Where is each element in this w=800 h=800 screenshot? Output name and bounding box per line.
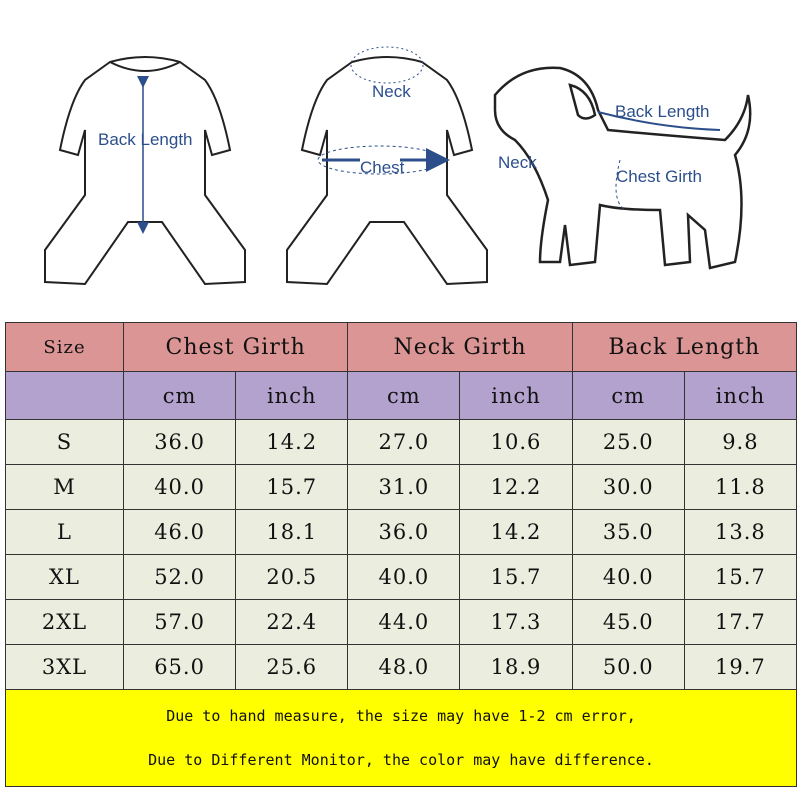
neck-girth-header: Neck Girth bbox=[347, 322, 573, 372]
value-cell: 18.9 bbox=[459, 644, 573, 690]
header-row: Size Chest Girth Neck Girth Back Length bbox=[5, 322, 798, 372]
size-chart-table: Size Chest Girth Neck Girth Back Length … bbox=[5, 322, 798, 787]
garment-back-drawing bbox=[44, 56, 246, 286]
note-cell: Due to hand measure, the size may have 1… bbox=[5, 689, 797, 787]
note-row: Due to hand measure, the size may have 1… bbox=[5, 689, 797, 787]
value-cell: 25.6 bbox=[235, 644, 349, 690]
size-cell: S bbox=[5, 419, 124, 465]
value-cell: 36.0 bbox=[122, 419, 237, 465]
table-row: M 40.0 15.7 31.0 12.2 30.0 11.8 bbox=[5, 464, 798, 510]
table-row: L 46.0 18.1 36.0 14.2 35.0 13.8 bbox=[5, 509, 798, 555]
value-cell: 40.0 bbox=[347, 554, 461, 600]
unit-cell: cm bbox=[571, 371, 685, 420]
units-row: cm inch cm inch cm inch bbox=[5, 371, 798, 420]
value-cell: 19.7 bbox=[683, 644, 798, 690]
value-cell: 35.0 bbox=[571, 509, 685, 555]
value-cell: 40.0 bbox=[122, 464, 237, 510]
value-cell: 13.8 bbox=[683, 509, 798, 555]
size-cell: XL bbox=[5, 554, 124, 600]
note-line: Due to Different Monitor, the color may … bbox=[148, 751, 654, 769]
garment-neck-label: Neck bbox=[372, 82, 411, 101]
value-cell: 46.0 bbox=[122, 509, 237, 555]
dog-chest-girth-label: Chest Girth bbox=[616, 167, 702, 186]
unit-cell: inch bbox=[459, 371, 573, 420]
garment-back-length-label: Back Length bbox=[98, 130, 193, 149]
note-line: Due to hand measure, the size may have 1… bbox=[166, 707, 636, 725]
value-cell: 30.0 bbox=[571, 464, 685, 510]
chest-girth-header: Chest Girth bbox=[122, 322, 349, 372]
value-cell: 17.7 bbox=[683, 599, 798, 645]
value-cell: 27.0 bbox=[347, 419, 461, 465]
table-row: 2XL 57.0 22.4 44.0 17.3 45.0 17.7 bbox=[5, 599, 798, 645]
size-cell: L bbox=[5, 509, 124, 555]
value-cell: 65.0 bbox=[122, 644, 237, 690]
dog-back-length-label: Back Length bbox=[615, 102, 710, 121]
garment-front-drawing bbox=[286, 56, 488, 286]
value-cell: 11.8 bbox=[683, 464, 798, 510]
size-cell: 3XL bbox=[5, 644, 124, 690]
dog-neck-label: Neck bbox=[498, 153, 537, 172]
size-header: Size bbox=[5, 322, 124, 372]
value-cell: 40.0 bbox=[571, 554, 685, 600]
measurement-illustrations: Back Length Neck Chest Back Length Neck … bbox=[44, 46, 752, 286]
value-cell: 15.7 bbox=[683, 554, 798, 600]
table-row: S 36.0 14.2 27.0 10.6 25.0 9.8 bbox=[5, 419, 798, 465]
value-cell: 44.0 bbox=[347, 599, 461, 645]
dog-drawing bbox=[493, 66, 752, 270]
unit-cell: inch bbox=[683, 371, 798, 420]
value-cell: 52.0 bbox=[122, 554, 237, 600]
value-cell: 17.3 bbox=[459, 599, 573, 645]
size-cell: M bbox=[5, 464, 124, 510]
value-cell: 22.4 bbox=[235, 599, 349, 645]
value-cell: 12.2 bbox=[459, 464, 573, 510]
value-cell: 14.2 bbox=[459, 509, 573, 555]
size-cell: 2XL bbox=[5, 599, 124, 645]
value-cell: 50.0 bbox=[571, 644, 685, 690]
value-cell: 14.2 bbox=[235, 419, 349, 465]
value-cell: 10.6 bbox=[459, 419, 573, 465]
table-row: XL 52.0 20.5 40.0 15.7 40.0 15.7 bbox=[5, 554, 798, 600]
unit-cell: cm bbox=[347, 371, 461, 420]
unit-cell-empty bbox=[5, 371, 124, 420]
value-cell: 48.0 bbox=[347, 644, 461, 690]
value-cell: 25.0 bbox=[571, 419, 685, 465]
table-row: 3XL 65.0 25.6 48.0 18.9 50.0 19.7 bbox=[5, 644, 798, 690]
value-cell: 57.0 bbox=[122, 599, 237, 645]
value-cell: 15.7 bbox=[459, 554, 573, 600]
unit-cell: cm bbox=[122, 371, 237, 420]
value-cell: 15.7 bbox=[235, 464, 349, 510]
back-length-header: Back Length bbox=[571, 322, 798, 372]
garment-chest-label: Chest bbox=[360, 158, 405, 177]
value-cell: 9.8 bbox=[683, 419, 798, 465]
unit-cell: inch bbox=[235, 371, 349, 420]
value-cell: 36.0 bbox=[347, 509, 461, 555]
value-cell: 31.0 bbox=[347, 464, 461, 510]
value-cell: 45.0 bbox=[571, 599, 685, 645]
value-cell: 20.5 bbox=[235, 554, 349, 600]
value-cell: 18.1 bbox=[235, 509, 349, 555]
